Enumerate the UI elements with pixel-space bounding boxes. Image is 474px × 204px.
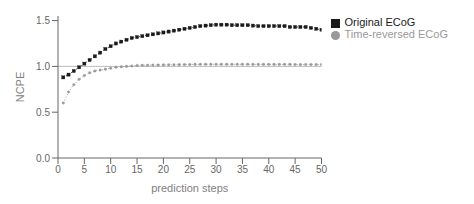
svg-text:0.5: 0.5 bbox=[36, 107, 50, 118]
svg-text:45: 45 bbox=[290, 164, 302, 175]
html-text:Time-reversed ECoG: Time-reversed ECoG bbox=[344, 28, 448, 40]
svg-text:25: 25 bbox=[184, 164, 196, 175]
svg-text:prediction steps: prediction steps bbox=[151, 182, 229, 194]
svg-text:15: 15 bbox=[131, 164, 143, 175]
svg-text:40: 40 bbox=[263, 164, 275, 175]
svg-text:5: 5 bbox=[82, 164, 88, 175]
svg-text:30: 30 bbox=[211, 164, 223, 175]
svg-text:20: 20 bbox=[158, 164, 170, 175]
svg-text:1.0: 1.0 bbox=[36, 61, 50, 72]
svg-text:10: 10 bbox=[105, 164, 117, 175]
svg-text:0: 0 bbox=[55, 164, 61, 175]
svg-text:50: 50 bbox=[316, 164, 328, 175]
svg-text:0.0: 0.0 bbox=[36, 153, 50, 164]
svg-text:1.5: 1.5 bbox=[36, 15, 50, 26]
svg-text:35: 35 bbox=[237, 164, 249, 175]
html-text:Original ECoG: Original ECoG bbox=[344, 16, 416, 28]
svg-text:NCPE: NCPE bbox=[14, 72, 26, 103]
